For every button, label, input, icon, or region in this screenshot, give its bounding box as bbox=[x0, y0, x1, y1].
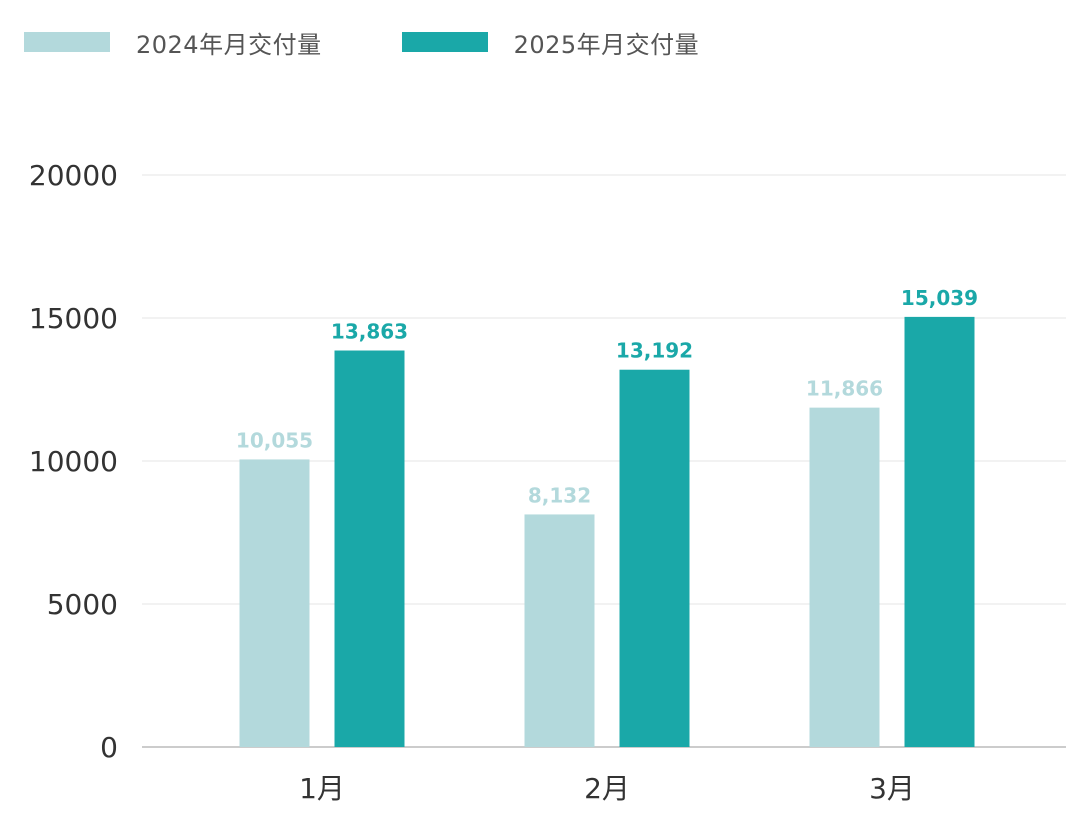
x-category-label: 1月 bbox=[299, 772, 345, 805]
legend-label-2025: 2025年月交付量 bbox=[513, 30, 700, 59]
bar-2025 bbox=[619, 369, 690, 747]
y-tick-label: 5000 bbox=[47, 588, 118, 621]
data-label: 8,132 bbox=[528, 483, 591, 507]
y-tick-label: 20000 bbox=[29, 159, 118, 192]
data-label: 11,866 bbox=[806, 377, 883, 401]
x-category-label: 2月 bbox=[584, 772, 630, 805]
legend-item-2025: 2025年月交付量 bbox=[401, 25, 700, 60]
legend-swatch-2025 bbox=[401, 32, 488, 52]
x-category-label: 3月 bbox=[869, 772, 915, 805]
data-label: 13,192 bbox=[616, 339, 693, 363]
y-tick-label: 0 bbox=[100, 731, 118, 764]
y-tick-label: 15000 bbox=[29, 302, 118, 335]
chart-legend: 2024年月交付量 2025年月交付量 bbox=[24, 22, 779, 62]
bar-2025 bbox=[904, 316, 975, 747]
data-label: 13,863 bbox=[331, 320, 408, 344]
y-tick-label: 10000 bbox=[29, 445, 118, 478]
bar-2024 bbox=[239, 459, 310, 747]
data-label: 15,039 bbox=[901, 286, 978, 310]
bar-2024 bbox=[809, 407, 880, 747]
data-label: 10,055 bbox=[236, 428, 313, 452]
legend-swatch-2024 bbox=[24, 32, 110, 52]
bar-2025 bbox=[334, 350, 405, 747]
legend-label-2024: 2024年月交付量 bbox=[136, 30, 322, 59]
bar-2024 bbox=[524, 514, 595, 747]
legend-item-2024: 2024年月交付量 bbox=[24, 25, 322, 60]
